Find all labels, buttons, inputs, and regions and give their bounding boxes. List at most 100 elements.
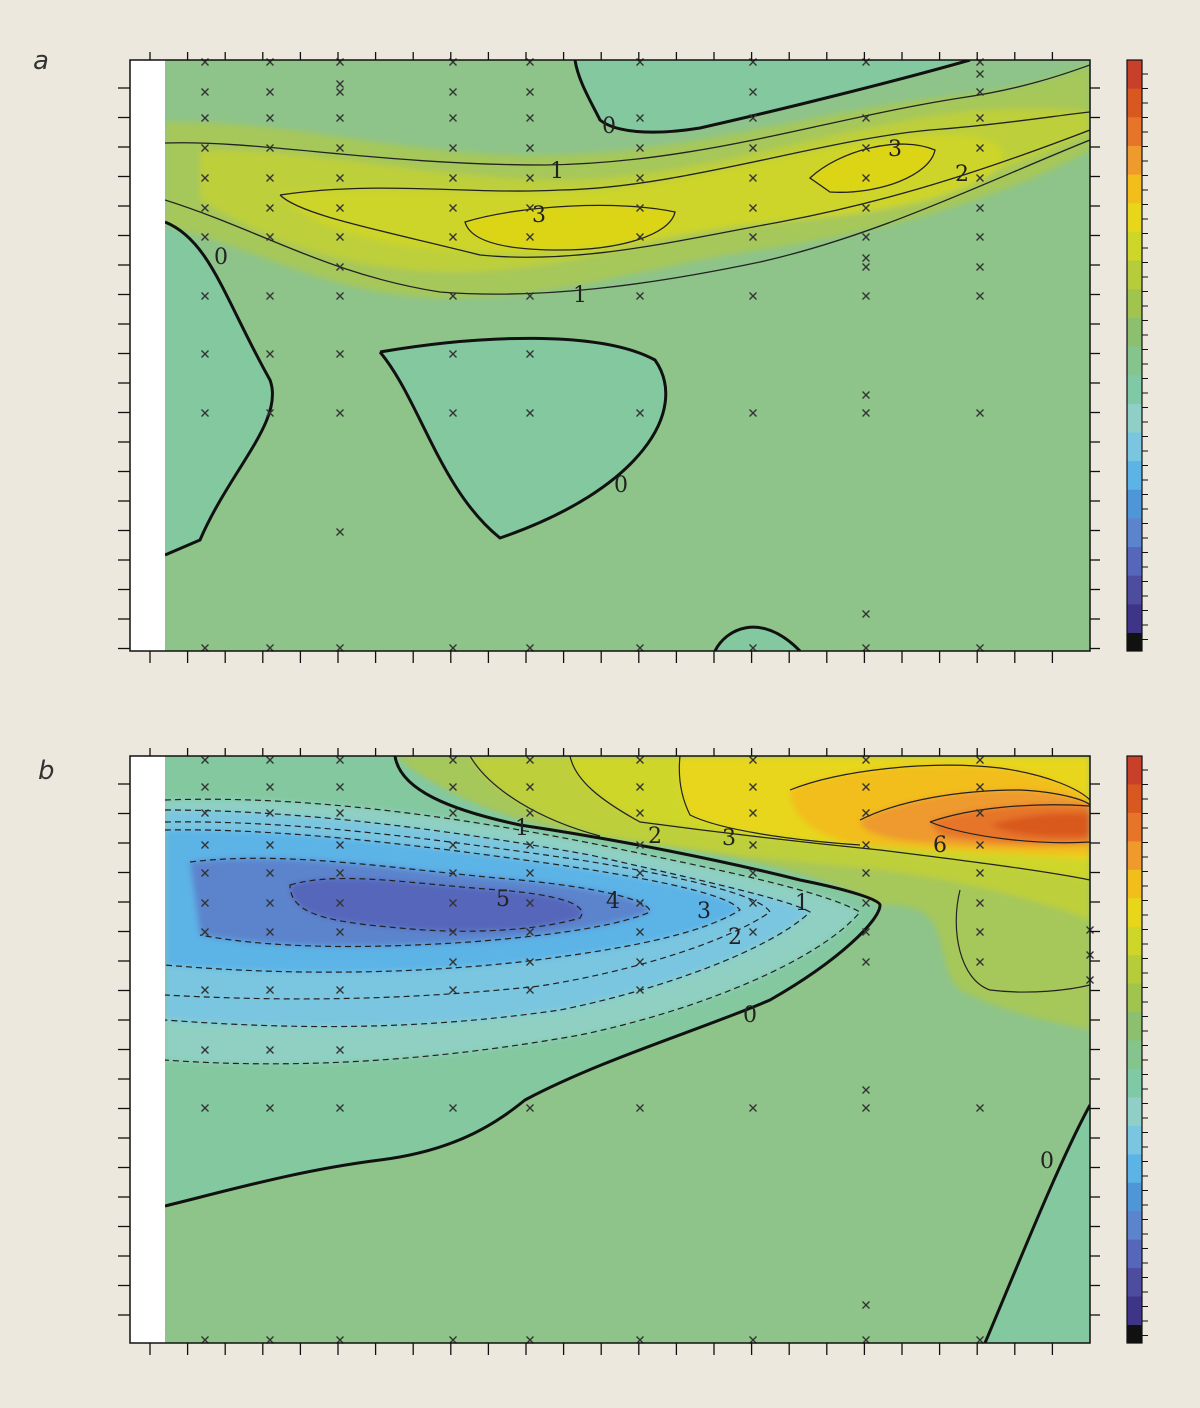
station-mark	[636, 114, 644, 122]
colorbar-segment	[1127, 231, 1142, 262]
panel-b-blank-strip	[130, 756, 165, 1343]
colorbar-segment	[1127, 518, 1142, 548]
colorbar-segment	[1127, 926, 1142, 956]
station-mark	[636, 809, 644, 817]
station-mark	[862, 756, 870, 764]
station-mark	[526, 409, 534, 417]
colorbar-segment	[1127, 841, 1142, 871]
station-mark	[266, 869, 274, 877]
panel-a-axis-ticks	[118, 52, 1100, 663]
station-mark	[201, 233, 209, 241]
station-mark	[526, 809, 534, 817]
station-mark	[862, 610, 870, 618]
colorbar-frame	[1126, 59, 1143, 652]
station-mark	[266, 841, 274, 849]
station-mark	[336, 841, 344, 849]
station-mark	[976, 114, 984, 122]
station-mark	[449, 233, 457, 241]
panel-a-label-1-upper: 1	[550, 159, 564, 184]
station-mark	[976, 958, 984, 966]
colorbar-frame	[1126, 755, 1143, 1344]
colorbar-segment	[1127, 375, 1142, 405]
panel-a-contour-2-lower	[279, 129, 1090, 258]
station-mark	[201, 350, 209, 358]
colorbar-segment	[1127, 1182, 1142, 1212]
colorbar-segment	[1127, 1268, 1142, 1298]
station-mark	[201, 869, 209, 877]
station-mark	[636, 958, 644, 966]
colorbar-segment	[1127, 117, 1142, 147]
station-mark	[336, 809, 344, 817]
station-mark	[749, 783, 757, 791]
station-mark	[862, 809, 870, 817]
station-mark	[976, 756, 984, 764]
station-mark	[749, 88, 757, 96]
station-mark	[862, 292, 870, 300]
station-mark	[526, 204, 534, 212]
station-mark	[976, 1104, 984, 1112]
station-mark	[636, 783, 644, 791]
station-mark	[449, 1104, 457, 1112]
colorbar-segment	[1127, 461, 1142, 491]
station-mark	[749, 756, 757, 764]
station-mark	[976, 144, 984, 152]
panel-b-label-0-corner: 0	[1040, 1149, 1054, 1174]
station-mark	[526, 899, 534, 907]
panel-b-contour-neg-2	[165, 821, 771, 1000]
panel-b-contour-pos-6	[929, 804, 1090, 844]
panel-b-contour-pos-5	[859, 789, 1090, 821]
station-mark	[449, 114, 457, 122]
panel-a-label-3-left: 3	[532, 203, 546, 228]
panel-b-plot: 1 2 3 6 5 4 3 2 1 0 0	[118, 748, 1148, 1355]
panel-a-label-0-left: 0	[214, 245, 228, 270]
station-mark	[636, 174, 644, 182]
station-mark	[526, 114, 534, 122]
station-mark	[201, 144, 209, 152]
station-mark	[749, 841, 757, 849]
station-mark	[749, 1104, 757, 1112]
station-mark	[266, 409, 274, 417]
station-mark	[266, 204, 274, 212]
station-mark	[976, 928, 984, 936]
station-mark	[201, 783, 209, 791]
panel-b-contour-pos-1	[469, 756, 601, 837]
station-mark	[862, 1104, 870, 1112]
colorbar-segment	[1127, 346, 1142, 376]
station-mark	[636, 928, 644, 936]
station-mark	[201, 174, 209, 182]
panel-b-contour-neg-4	[189, 857, 651, 948]
station-mark	[862, 841, 870, 849]
station-mark	[749, 809, 757, 817]
panel-b-contour-neg-1	[165, 809, 811, 1028]
station-mark	[449, 986, 457, 994]
panel-b-contour-pos-3	[678, 756, 861, 846]
station-mark	[201, 986, 209, 994]
station-mark	[862, 869, 870, 877]
panel-b-contour-neg-1a	[165, 798, 861, 1065]
panel-a-plot: 0 1 3 3 2 1 0 0	[118, 52, 1148, 663]
station-mark	[862, 409, 870, 417]
station-mark	[862, 1301, 870, 1309]
panel-a-band-inner	[280, 134, 1004, 253]
colorbar-segment	[1127, 289, 1142, 319]
station-mark	[336, 756, 344, 764]
station-mark	[449, 958, 457, 966]
station-mark	[976, 263, 984, 271]
panel-a-contour-0-bottom	[713, 625, 802, 651]
station-mark	[336, 144, 344, 152]
station-mark	[636, 841, 644, 849]
station-mark	[976, 409, 984, 417]
station-mark	[266, 114, 274, 122]
station-mark	[976, 204, 984, 212]
station-mark	[526, 783, 534, 791]
station-mark	[266, 144, 274, 152]
colorbar-segment	[1127, 403, 1142, 433]
station-mark	[201, 1046, 209, 1054]
colorbar-segment	[1127, 812, 1142, 842]
station-mark	[449, 841, 457, 849]
station-mark	[749, 928, 757, 936]
panel-b-axis-ticks	[118, 748, 1100, 1355]
colorbar-segment	[1127, 145, 1142, 176]
panel-a-station-marks	[201, 58, 984, 652]
